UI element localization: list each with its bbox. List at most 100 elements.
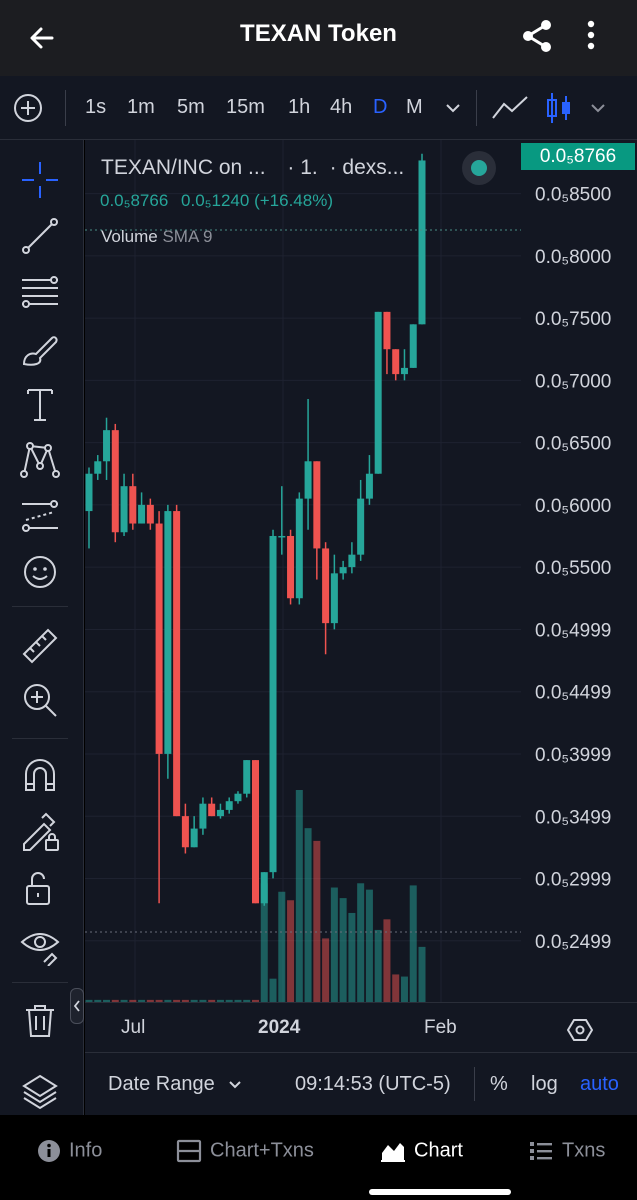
chart-settings-icon[interactable] [567, 1017, 593, 1043]
price-axis-label: 0.0₅8000 [535, 247, 611, 268]
pattern-icon[interactable] [18, 438, 62, 482]
candle-body [85, 473, 93, 512]
time-label-2024: 2024 [258, 1017, 301, 1038]
tab-chart[interactable]: Chart [380, 1139, 463, 1169]
volume-bar [252, 999, 259, 1002]
candlestick-chart[interactable]: 0.0₅8500 0.0₅8000 0.0₅7500 0.0₅7000 0.0₅6500… [85, 140, 637, 1002]
volume-bar [234, 999, 242, 1002]
candle-body [409, 324, 417, 368]
candle-body [199, 803, 207, 829]
candle-body [138, 504, 146, 524]
volume-bar [322, 938, 330, 1002]
fib-retracement-icon[interactable] [18, 270, 62, 314]
candle-body [339, 567, 347, 574]
brush-icon[interactable] [18, 326, 62, 370]
volume-bar [365, 889, 373, 1002]
page-title: TEXAN Token [240, 20, 397, 47]
sma-label: SMA 9 [162, 227, 213, 246]
legend-pair: TEXAN/INC on ... [101, 156, 266, 179]
volume-bar [164, 999, 172, 1002]
chart-area[interactable]: 0.0₅8500 0.0₅8000 0.0₅7500 0.0₅7000 0.0₅6500… [85, 140, 637, 1052]
chevron-down-icon[interactable] [227, 1077, 243, 1093]
candle-body [103, 430, 111, 462]
chart-toolbar: 1s 1m 5m 15m 1h 4h D M [0, 76, 637, 140]
candle-body [111, 430, 119, 533]
price-axis-label: 0.0₅5500 [535, 558, 611, 579]
volume-bar [146, 999, 154, 1002]
emoji-icon[interactable] [18, 550, 62, 594]
magnet-icon[interactable] [18, 754, 62, 798]
volume-bar [418, 946, 426, 1002]
candle-body [392, 349, 400, 375]
tab-info[interactable]: Info [37, 1139, 102, 1169]
volume-bar [155, 999, 163, 1002]
price-axis-label: 0.0₅6000 [535, 496, 611, 517]
interval-15m[interactable]: 15m [226, 96, 265, 118]
volume-bar [111, 999, 119, 1002]
forecast-icon[interactable] [18, 494, 62, 538]
arrow-left-icon[interactable] [22, 18, 62, 58]
volume-bar [94, 999, 102, 1002]
interval-4h[interactable]: 4h [330, 96, 353, 118]
home-indicator [369, 1189, 511, 1195]
volume-bar [225, 999, 233, 1002]
chevron-down-icon[interactable] [589, 100, 607, 116]
more-vertical-icon[interactable] [576, 16, 606, 56]
log-toggle[interactable]: log [531, 1073, 558, 1095]
candles-icon[interactable] [544, 90, 574, 126]
chevron-down-icon[interactable] [444, 100, 462, 116]
interval-m[interactable]: M [406, 96, 423, 118]
candle-body [234, 793, 242, 802]
drawing-toolbar [0, 140, 84, 1115]
trend-line-icon[interactable] [18, 214, 62, 258]
volume-bar [269, 978, 277, 1002]
trash-icon[interactable] [18, 998, 62, 1042]
text-icon[interactable] [18, 382, 62, 426]
add-circle-icon[interactable] [12, 92, 44, 124]
date-range-button[interactable]: Date Range [108, 1073, 215, 1095]
candle-body [190, 828, 198, 848]
tab-label: Chart+Txns [210, 1139, 314, 1162]
candle-body [365, 473, 373, 499]
auto-scale-toggle[interactable]: auto [580, 1073, 619, 1095]
lock-drawing-icon[interactable] [18, 810, 62, 854]
volume-bar [243, 999, 251, 1002]
candle-body [322, 548, 330, 624]
split-view-icon [176, 1139, 202, 1163]
interval-1h[interactable]: 1h [288, 96, 311, 118]
timezone-clock[interactable]: 09:14:53 (UTC-5) [295, 1073, 451, 1095]
range-bar: Date Range 09:14:53 (UTC-5) % log auto [85, 1052, 637, 1115]
zoom-in-icon[interactable] [18, 678, 62, 722]
interval-1s[interactable]: 1s [85, 96, 107, 118]
ruler-icon[interactable] [18, 624, 62, 668]
time-axis[interactable]: Jul 2024 Feb [85, 1002, 637, 1052]
tab-label: Txns [562, 1139, 606, 1162]
legend-last-price: 0.0₅8766 [100, 191, 169, 210]
toolbar-divider [12, 982, 68, 983]
volume-bar [392, 974, 400, 1002]
percent-toggle[interactable]: % [490, 1073, 508, 1095]
info-icon [38, 1140, 60, 1162]
layers-icon[interactable] [18, 1070, 62, 1114]
area-chart-icon [381, 1143, 405, 1162]
eye-icon[interactable] [18, 922, 62, 966]
unlock-icon[interactable] [18, 866, 62, 910]
volume-bar [348, 912, 356, 1002]
collapse-toolbar-button[interactable] [70, 988, 84, 1024]
price-axis-label: 0.0₅2499 [535, 932, 611, 953]
price-axis-label: 0.0₅3999 [535, 745, 611, 766]
price-axis-label: 0.0₅6500 [535, 434, 611, 455]
legend-volume[interactable]: Volume SMA 9 [101, 227, 213, 247]
line-chart-icon[interactable] [490, 92, 530, 124]
interval-d[interactable]: D [373, 96, 388, 118]
interval-1m[interactable]: 1m [127, 96, 155, 118]
interval-5m[interactable]: 5m [177, 96, 205, 118]
share-icon[interactable] [518, 16, 558, 56]
tab-txns[interactable]: Txns [528, 1139, 605, 1169]
tab-chart-txns[interactable]: Chart+Txns [176, 1139, 314, 1169]
price-axis-label: 0.0₅2999 [535, 870, 611, 891]
crosshair-icon[interactable] [18, 158, 62, 202]
volume-bar [374, 929, 382, 1002]
candle-body [418, 160, 426, 325]
legend-symbol[interactable]: TEXAN/INC on ... · 1. · dexs... [101, 156, 404, 180]
